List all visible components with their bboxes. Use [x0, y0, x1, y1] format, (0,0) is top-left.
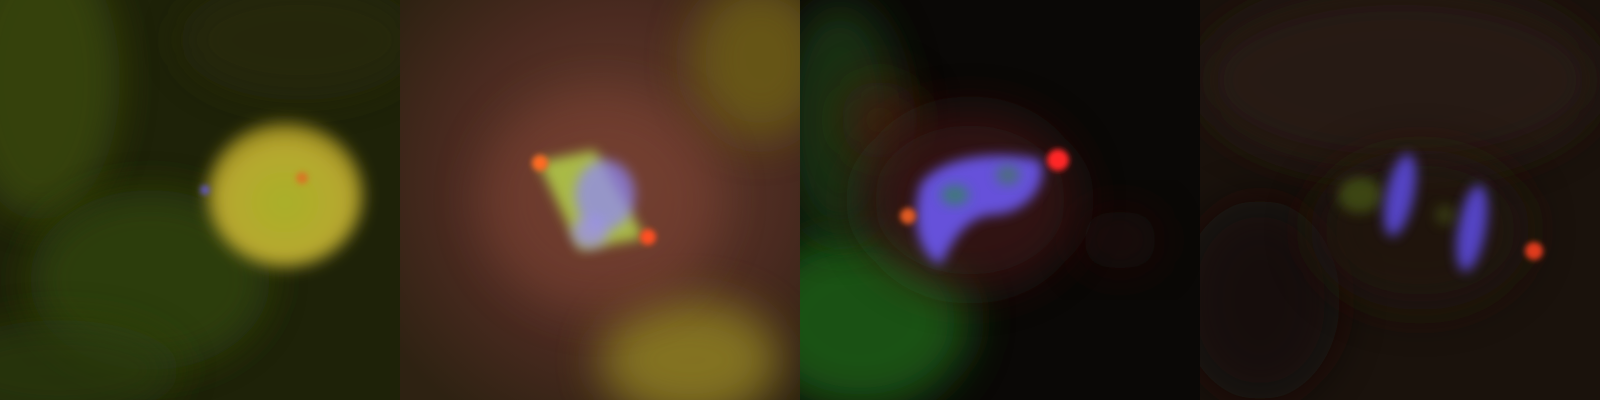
micrograph-image-2 — [400, 0, 800, 400]
micrograph-panel-2 — [400, 0, 800, 400]
micrograph-panel-4 — [1200, 0, 1600, 400]
micrograph-image-1 — [0, 0, 400, 400]
micrograph-panel-3 — [800, 0, 1200, 400]
micrograph-image-4 — [1200, 0, 1600, 400]
micrograph-image-3 — [800, 0, 1200, 400]
micrograph-panel-1 — [0, 0, 400, 400]
